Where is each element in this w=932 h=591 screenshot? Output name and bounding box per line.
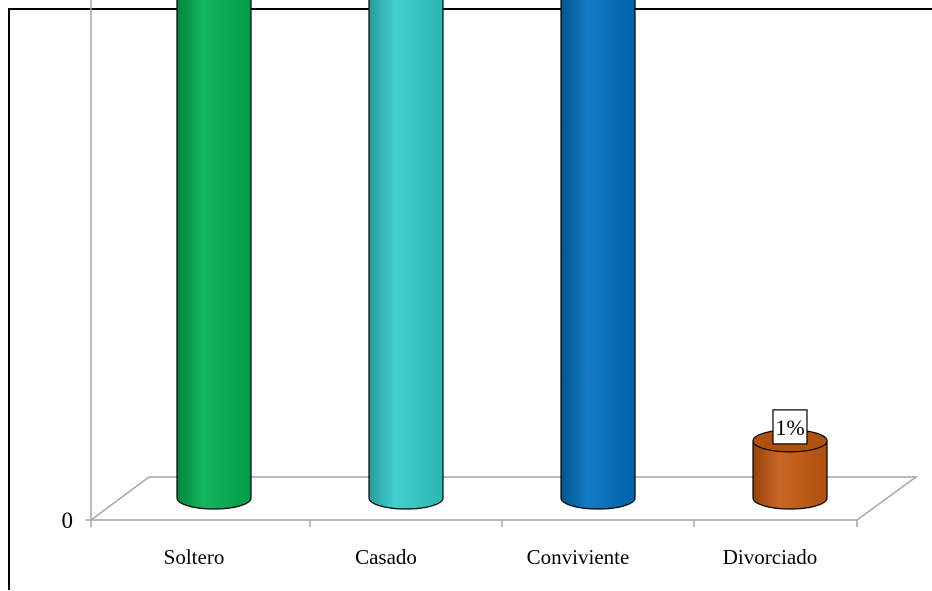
- x-category-label: Casado: [355, 545, 417, 569]
- x-category-label: Divorciado: [723, 545, 817, 569]
- bar-casado: [368, 0, 444, 510]
- y-tick-label: 0: [62, 508, 74, 533]
- chart-axes: [90, 0, 919, 521]
- data-label-text: 1%: [775, 415, 804, 440]
- x-category-label: Soltero: [164, 545, 225, 569]
- chart-floor: [90, 476, 919, 521]
- bar-body: [752, 440, 828, 510]
- bar-soltero: [176, 0, 252, 510]
- bar-body: [560, 0, 636, 510]
- data-label-divorciado: 1%: [772, 409, 808, 445]
- data-labels: 65%21%13%1%: [772, 409, 808, 445]
- data-label-box: [772, 409, 808, 445]
- chart-bars: [176, 0, 828, 510]
- bar-conviviente: [560, 0, 636, 510]
- bar-body: [368, 0, 444, 510]
- y-axis-ticks: 010203040506070: [62, 508, 858, 533]
- category-labels: Soltero Casado Conviviente Divorciado: [164, 545, 818, 569]
- chart-frame: [8, 8, 932, 590]
- bar-body: [176, 0, 252, 510]
- x-category-label: Conviviente: [527, 545, 630, 569]
